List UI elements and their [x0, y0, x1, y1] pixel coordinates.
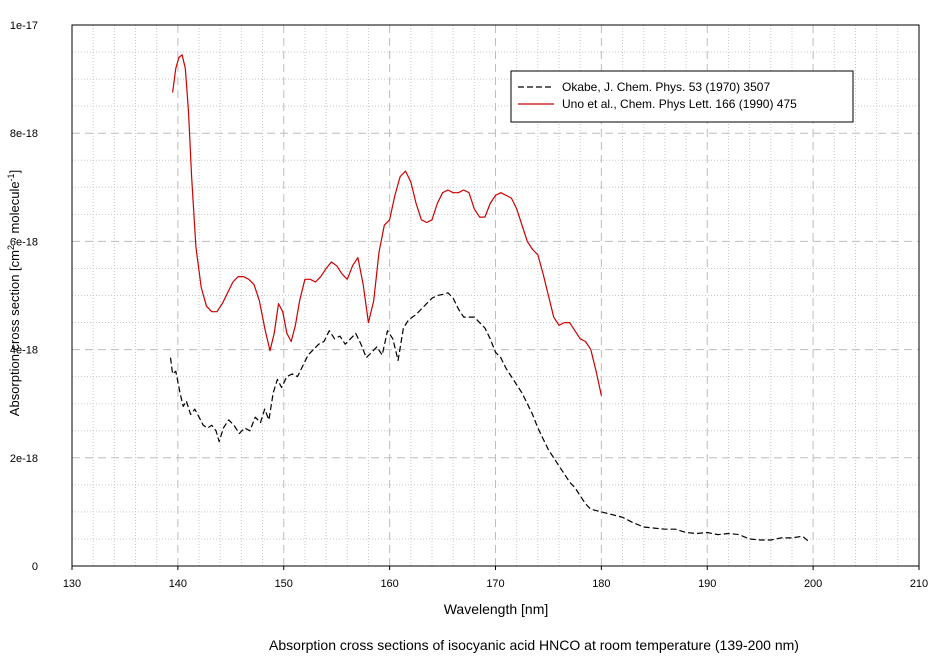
caption-text: Absorption cross sections of isocyanic a… — [269, 637, 799, 653]
x-axis-label: Wavelength [nm] — [444, 601, 549, 617]
x-ticks: 130 140 150 160 170 180 190 200 210 — [63, 566, 928, 590]
legend-box — [510, 70, 854, 123]
legend-label-okabe: Okabe, J. Chem. Phys. 53 (1970) 3507 — [562, 80, 770, 94]
series-line-1 — [172, 54, 602, 396]
x-tick-label: 210 — [910, 578, 928, 590]
legend-label-uno: Uno et al., Chem. Phys Lett. 166 (1990) … — [562, 97, 797, 111]
y-tick-label: 4e-18 — [10, 345, 38, 357]
y-tick-label: 8e-18 — [10, 128, 38, 140]
y-tick-label: 1e-17 — [10, 20, 38, 32]
y-axis-label: Absorption cross section [cm2 · molecule… — [6, 170, 22, 416]
x-tick-label: 130 — [63, 578, 81, 590]
x-tick-label: 150 — [275, 578, 293, 590]
y-tick-label: 0 — [32, 561, 38, 573]
x-tick-label: 200 — [804, 578, 822, 590]
series-layer — [169, 54, 810, 543]
x-tick-label: 160 — [380, 578, 398, 590]
y-ticks: 0 2e-18 4e-18 6e-18 8e-18 1e-17 — [10, 20, 38, 573]
x-tick-label: 190 — [698, 578, 716, 590]
x-tick-label: 180 — [592, 578, 610, 590]
y-tick-label: 2e-18 — [10, 453, 38, 465]
y-tick-label: 6e-18 — [10, 236, 38, 248]
x-tick-label: 170 — [486, 578, 504, 590]
figure-caption: Absorption cross sections of isocyanic a… — [0, 637, 944, 653]
legend: Okabe, J. Chem. Phys. 53 (1970) 3507 Uno… — [510, 70, 854, 123]
x-tick-label: 140 — [169, 578, 187, 590]
series-line-0 — [169, 292, 810, 543]
